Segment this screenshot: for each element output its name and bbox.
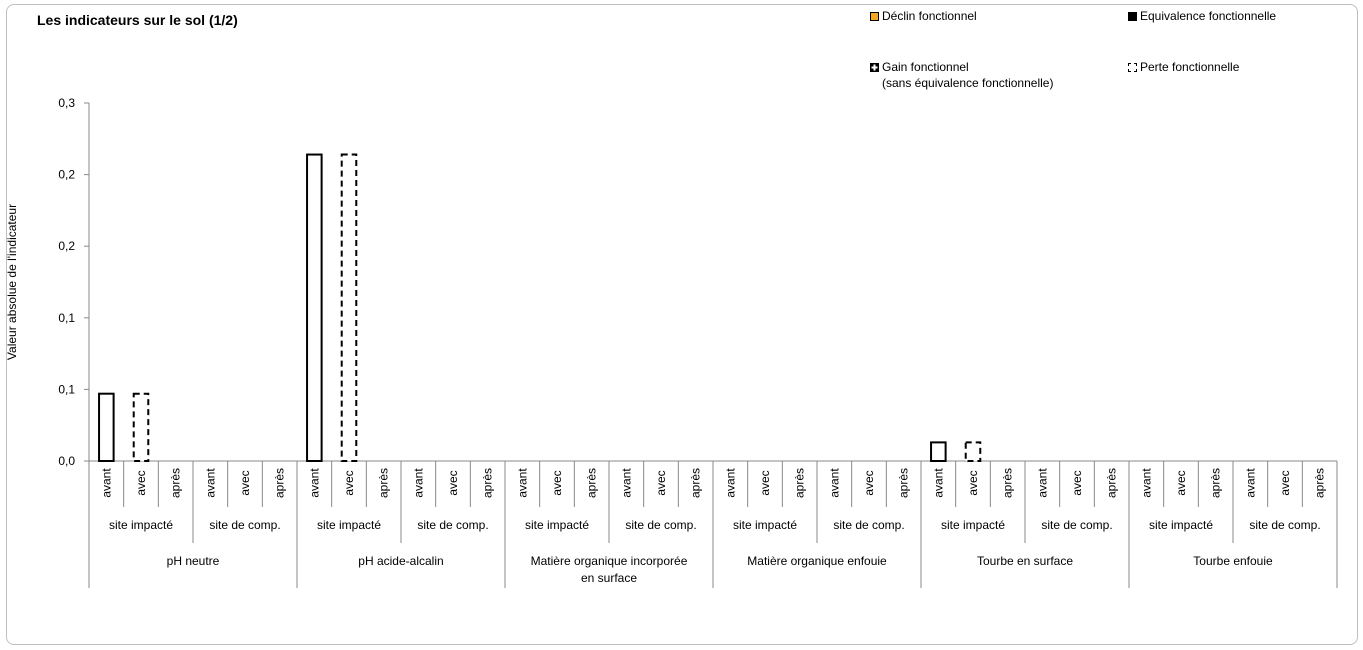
x-tick-label-period: avec	[134, 470, 148, 495]
x-tick-label-site: site de comp.	[1249, 518, 1320, 532]
x-tick-label-group: en surface	[581, 571, 637, 585]
bar-equivalence	[306, 153, 323, 462]
x-tick-label-site: site de comp.	[209, 518, 280, 532]
x-tick-label-period: après	[273, 468, 287, 498]
bar-perte	[964, 441, 982, 463]
bar-equivalence	[930, 441, 947, 463]
x-tick-label-period: avant	[723, 468, 737, 498]
y-tick-label: 0,0	[58, 454, 75, 468]
x-tick-label-site: site de comp.	[625, 518, 696, 532]
y-tick-label: 0,2	[58, 239, 75, 253]
x-tick-label-group: Tourbe enfouie	[1193, 554, 1273, 568]
x-tick-label-group: Matière organique incorporée	[531, 554, 688, 568]
x-tick-label-period: après	[793, 468, 807, 498]
x-tick-label-site: site impacté	[317, 518, 381, 532]
x-tick-label-period: après	[1313, 468, 1327, 498]
x-tick-label-period: avant	[99, 468, 113, 498]
x-tick-label-period: avant	[411, 468, 425, 498]
legend-label-gain: Gain fonctionnel	[882, 60, 969, 74]
x-tick-label-group: pH neutre	[167, 554, 220, 568]
x-tick-label-group: pH acide-alcalin	[358, 554, 443, 568]
legend-swatch-equivalence	[1128, 12, 1137, 21]
x-tick-label-site: site impacté	[109, 518, 173, 532]
chart-title: Les indicateurs sur le sol (1/2)	[37, 12, 238, 28]
x-tick-label-period: après	[689, 468, 703, 498]
x-tick-label-site: site de comp.	[833, 518, 904, 532]
x-tick-label-site: site impacté	[1149, 518, 1213, 532]
x-tick-label-period: après	[169, 468, 183, 498]
x-tick-label-period: après	[1001, 468, 1015, 498]
x-tick-label-period: avec	[550, 470, 564, 495]
legend-label-equivalence: Equivalence fonctionnelle	[1140, 9, 1277, 23]
x-tick-label-group: Tourbe en surface	[977, 554, 1073, 568]
x-tick-label-period: avec	[758, 470, 772, 495]
x-tick-label-site: site impacté	[525, 518, 589, 532]
x-tick-label-period: avant	[515, 468, 529, 498]
x-tick-label-group: Matière organique enfouie	[747, 554, 887, 568]
legend-label-gain-sub: (sans équivalence fonctionnelle)	[882, 76, 1054, 90]
x-tick-label-period: avant	[827, 468, 841, 498]
x-tick-label-period: après	[897, 468, 911, 498]
x-tick-label-period: avec	[1278, 470, 1292, 495]
x-tick-label-period: avec	[966, 470, 980, 495]
legend-swatch-declin	[870, 12, 879, 21]
y-tick-label: 0,1	[58, 382, 75, 396]
x-tick-label-period: avant	[1139, 468, 1153, 498]
x-tick-label-period: avec	[1174, 470, 1188, 495]
x-tick-label-period: après	[481, 468, 495, 498]
legend-swatch-perte	[1128, 63, 1137, 72]
x-tick-label-period: avant	[1243, 468, 1257, 498]
x-tick-label-site: site de comp.	[417, 518, 488, 532]
legend-swatch-gain	[870, 63, 879, 72]
x-tick-label-period: avant	[203, 468, 217, 498]
bar-equivalence	[98, 392, 115, 463]
x-tick-label-period: avec	[654, 470, 668, 495]
x-tick-label-period: avant	[307, 468, 321, 498]
bar-perte	[132, 392, 150, 463]
x-tick-label-period: avant	[619, 468, 633, 498]
x-tick-label-site: site de comp.	[1041, 518, 1112, 532]
legend-label-declin: Déclin fonctionnel	[882, 9, 977, 23]
x-tick-label-period: avant	[931, 468, 945, 498]
x-tick-label-period: après	[1105, 468, 1119, 498]
x-tick-label-period: avec	[342, 470, 356, 495]
y-tick-label: 0,1	[58, 311, 75, 325]
x-tick-label-period: avec	[238, 470, 252, 495]
legend-label-perte: Perte fonctionnelle	[1140, 60, 1240, 74]
x-tick-label-period: après	[1209, 468, 1223, 498]
x-tick-label-period: avec	[862, 470, 876, 495]
chart-frame	[6, 4, 1358, 645]
x-tick-label-period: avant	[1035, 468, 1049, 498]
x-tick-label-period: avec	[446, 470, 460, 495]
x-tick-label-period: après	[585, 468, 599, 498]
y-tick-label: 0,2	[58, 168, 75, 182]
x-tick-label-site: site impacté	[941, 518, 1005, 532]
x-tick-label-period: après	[377, 468, 391, 498]
bar-perte	[340, 153, 358, 462]
x-tick-label-period: avec	[1070, 470, 1084, 495]
plus-icon	[871, 64, 878, 71]
x-tick-label-site: site impacté	[733, 518, 797, 532]
y-tick-label: 0,3	[58, 96, 75, 110]
